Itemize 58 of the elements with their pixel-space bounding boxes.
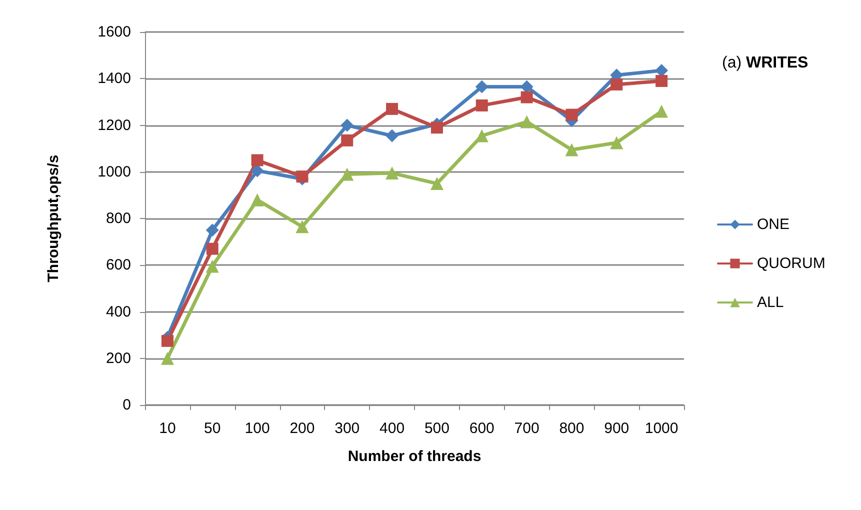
- y-tick-label: 1600: [98, 24, 131, 40]
- point: [386, 102, 398, 115]
- point: [160, 352, 174, 365]
- x-tick-label: 900: [604, 420, 630, 437]
- point: [610, 136, 624, 150]
- point: [520, 80, 534, 94]
- y-tick-label: 400: [106, 303, 131, 320]
- point: [206, 242, 218, 255]
- point: [520, 91, 533, 104]
- point: [476, 99, 488, 112]
- y-tick-label: 800: [106, 210, 131, 227]
- point: [250, 193, 264, 206]
- point: [655, 64, 668, 77]
- point: [475, 129, 488, 142]
- point: [386, 129, 399, 142]
- x-tick-label: 500: [424, 420, 450, 437]
- point: [296, 220, 309, 234]
- legend-label: QUORUM: [757, 255, 826, 272]
- point: [206, 224, 219, 237]
- point: [161, 334, 174, 347]
- point: [520, 115, 534, 128]
- point: [656, 74, 668, 87]
- point: [430, 177, 444, 190]
- point: [296, 170, 308, 183]
- point: [565, 143, 578, 156]
- point: [655, 104, 668, 118]
- y-tick-label: 1200: [98, 116, 131, 134]
- x-tick-label: 1000: [644, 420, 678, 437]
- point: [341, 134, 354, 146]
- y-tick-label: 1400: [98, 70, 131, 88]
- legend-label: ONE: [757, 216, 790, 233]
- point: [386, 166, 399, 180]
- x-tick-label: 50: [204, 420, 221, 437]
- x-tick-label: 200: [290, 420, 315, 437]
- point: [340, 168, 354, 181]
- y-tick-label: 600: [106, 256, 131, 274]
- x-tick-label: 100: [244, 420, 270, 437]
- point: [430, 122, 443, 134]
- point: [610, 78, 623, 90]
- x-tick-label: 600: [469, 420, 494, 437]
- text: (a) WRITES: [722, 54, 809, 72]
- x-tick-label: 800: [559, 420, 584, 437]
- point: [475, 80, 488, 94]
- x-tick-label: 10: [159, 420, 176, 437]
- point: [340, 118, 354, 132]
- point: [566, 108, 578, 121]
- y-tick-label: 1000: [98, 163, 131, 180]
- point: [251, 154, 264, 166]
- y-tick-label: 200: [106, 350, 131, 367]
- x-tick-label: 300: [334, 420, 360, 437]
- y-tick-label: 0: [122, 396, 131, 414]
- x-tick-label: 400: [380, 420, 405, 437]
- point: [206, 260, 219, 273]
- x-axis-title: Number of threads: [348, 448, 482, 465]
- point: [250, 164, 264, 178]
- legend-label: ALL: [757, 294, 784, 311]
- x-tick-label: 700: [514, 420, 540, 437]
- y-axis-title: Throughput,ops/s: [45, 154, 62, 282]
